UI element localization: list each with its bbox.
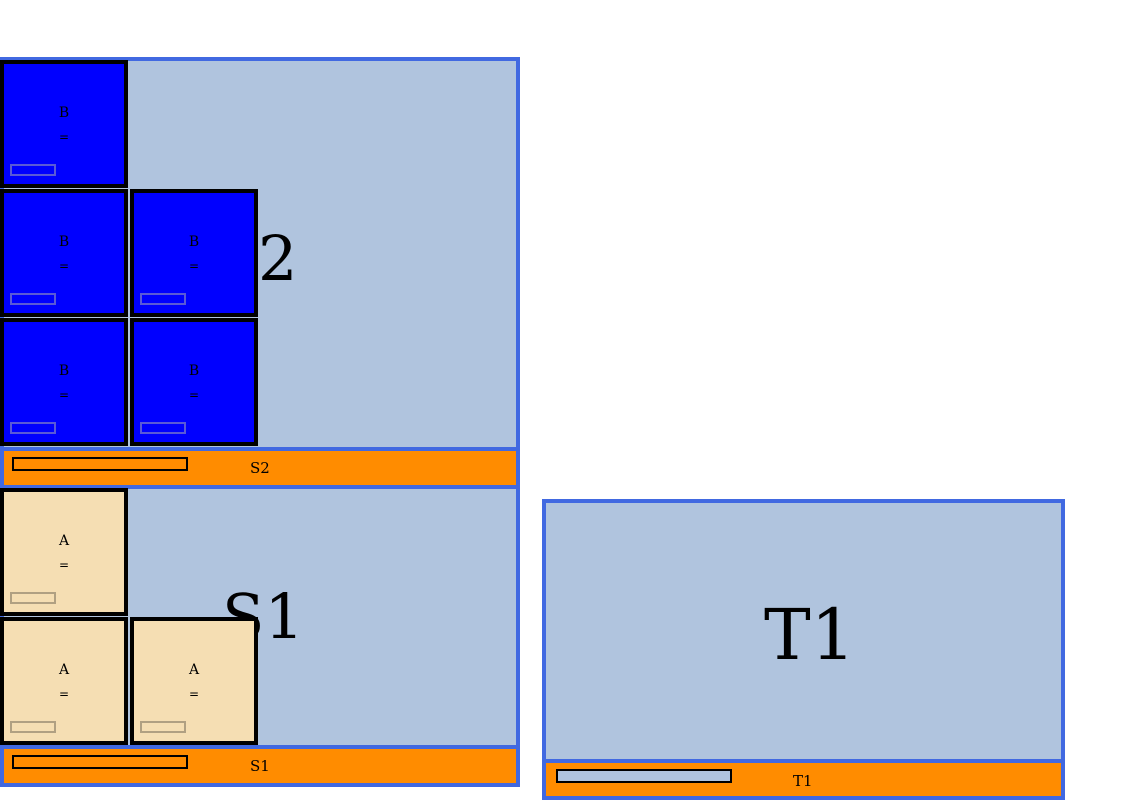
stack-t1-footer: T1	[542, 759, 1065, 800]
stack-s2-name: 2	[258, 222, 298, 295]
stack-t1-footer-label: T1	[793, 772, 813, 790]
stack-s2-footer-label: S2	[250, 459, 270, 477]
block-b[interactable]: B =	[0, 60, 128, 188]
stack-t1-name: T1	[764, 594, 856, 676]
block-sub: =	[188, 259, 200, 273]
block-bar	[10, 164, 56, 176]
block-bar	[10, 422, 56, 434]
block-sub: =	[58, 687, 70, 701]
block-bar	[140, 293, 186, 305]
block-b[interactable]: B =	[0, 318, 128, 446]
block-label: A	[188, 662, 200, 678]
block-bar	[10, 592, 56, 604]
stack-s2-footer-bar[interactable]	[12, 457, 188, 471]
block-label: A	[58, 533, 70, 549]
block-label: B	[58, 234, 70, 250]
block-label: B	[58, 363, 70, 379]
stack-s1-footer-label: S1	[250, 757, 270, 775]
stack-s1-footer: S1	[0, 745, 520, 787]
block-b[interactable]: B =	[130, 318, 258, 446]
block-sub: =	[58, 558, 70, 572]
block-bar	[10, 721, 56, 733]
block-a[interactable]: A =	[0, 488, 128, 616]
block-sub: =	[188, 687, 200, 701]
stack-s1-footer-bar[interactable]	[12, 755, 188, 769]
block-label: A	[58, 662, 70, 678]
stack-s2-footer: S2	[0, 447, 520, 489]
stack-t1-footer-bar[interactable]	[556, 769, 732, 783]
block-sub: =	[58, 388, 70, 402]
block-label: B	[58, 105, 70, 121]
block-sub: =	[58, 130, 70, 144]
block-b[interactable]: B =	[130, 189, 258, 317]
stack-t1[interactable]	[542, 499, 1065, 765]
block-bar	[140, 422, 186, 434]
block-sub: =	[58, 259, 70, 273]
block-a[interactable]: A =	[130, 617, 258, 745]
block-a[interactable]: A =	[0, 617, 128, 745]
block-bar	[140, 721, 186, 733]
block-label: B	[188, 363, 200, 379]
block-bar	[10, 293, 56, 305]
block-label: B	[188, 234, 200, 250]
block-sub: =	[188, 388, 200, 402]
block-b[interactable]: B =	[0, 189, 128, 317]
